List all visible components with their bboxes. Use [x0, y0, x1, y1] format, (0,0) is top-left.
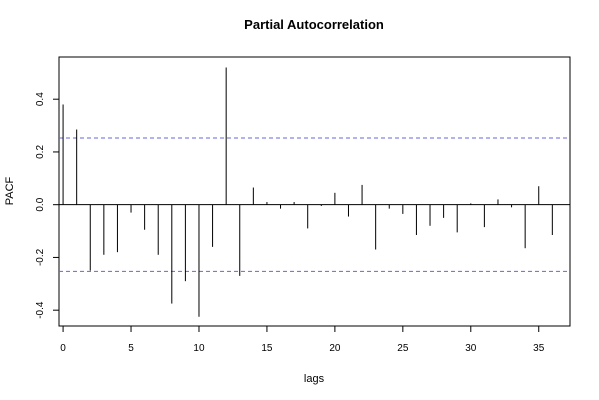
y-axis-label: PACF [4, 176, 16, 205]
x-tick-label: 30 [465, 343, 477, 354]
x-tick-label: 20 [329, 343, 341, 354]
x-tick-label: 15 [261, 343, 273, 354]
y-tick-label: 0.2 [35, 145, 46, 159]
y-tick-label: 0.0 [35, 197, 46, 211]
x-axis-label: lags [304, 373, 325, 385]
x-axis: 0 5 10 15 20 25 30 35 [60, 326, 545, 354]
x-tick-label: 25 [397, 343, 409, 354]
x-tick-label: 10 [193, 343, 205, 354]
chart-title: Partial Autocorrelation [244, 17, 384, 32]
x-tick-label: 35 [533, 343, 545, 354]
y-tick-label: 0.4 [35, 92, 46, 106]
x-tick-label: 0 [60, 343, 66, 354]
y-tick-label: -0.4 [35, 301, 46, 319]
y-axis: -0.4 -0.2 0.0 0.2 0.4 [35, 92, 59, 319]
plot-area [58, 56, 571, 327]
y-tick-label: -0.2 [35, 248, 46, 266]
confidence-bounds [59, 137, 570, 272]
x-tick-label: 5 [128, 343, 134, 354]
pacf-bars [62, 67, 553, 317]
plot-frame [58, 56, 571, 327]
